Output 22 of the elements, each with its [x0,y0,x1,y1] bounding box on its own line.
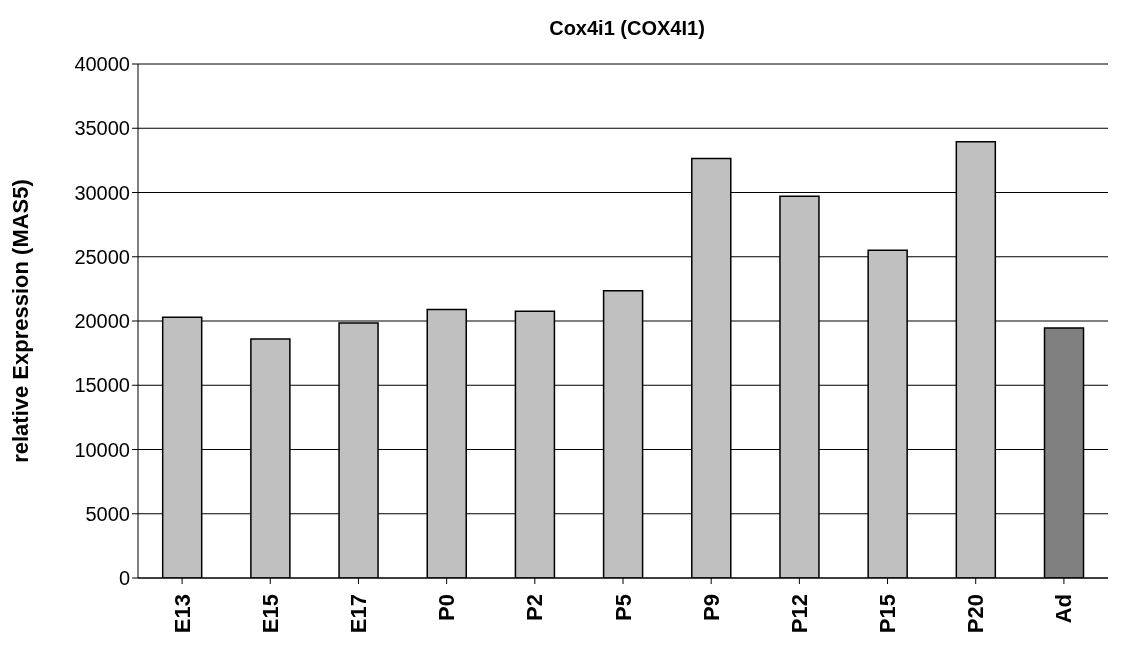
y-tick-label: 20000 [74,310,130,333]
y-tick-label: 30000 [74,181,130,204]
y-tick-label: 10000 [74,438,130,461]
y-tick-label: 35000 [74,117,130,140]
x-tick-label: E13 [169,594,195,634]
x-tick-label: P20 [963,594,989,634]
x-tick-label: E15 [257,594,283,634]
y-tick-label: 25000 [74,245,130,268]
x-tick-label: P0 [434,594,460,621]
x-tick-label: P2 [522,594,548,621]
x-tick-label: P5 [610,594,636,621]
y-tick-label: 0 [118,567,130,590]
y-tick-label: 15000 [74,374,130,397]
x-tick-label: Ad [1051,594,1077,624]
x-tick-label: P15 [875,594,901,634]
x-tick-label: P12 [786,594,812,634]
x-tick-label: E17 [345,594,371,634]
x-tick-label: P9 [698,594,724,621]
y-tick-label: 5000 [85,502,130,525]
y-tick-label: 40000 [74,53,130,76]
y-axis-title: relative Expression (MAS5) [7,179,33,463]
chart-title: Cox4i1 (COX4I1) [548,16,706,41]
